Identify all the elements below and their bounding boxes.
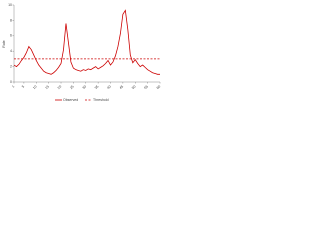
x-tick-label: 35 bbox=[94, 85, 100, 91]
series-line bbox=[13, 9, 160, 75]
x-tick-label: 1 bbox=[11, 84, 15, 88]
x-tick-label: 40 bbox=[106, 85, 112, 91]
x-tick-label: 55 bbox=[143, 85, 149, 91]
y-tick-label: 0 bbox=[10, 80, 12, 84]
y-axis-label: Rate bbox=[2, 40, 6, 47]
x-tick-label: 5 bbox=[21, 84, 25, 88]
x-tick-label: 10 bbox=[32, 85, 38, 91]
x-tick-label: 20 bbox=[57, 85, 63, 91]
x-tick-label: 45 bbox=[119, 85, 125, 91]
x-tick-label: 50 bbox=[131, 85, 137, 91]
legend-label: Threshold bbox=[93, 98, 109, 102]
y-tick-label: 10 bbox=[8, 3, 12, 7]
y-tick-label: 8 bbox=[10, 18, 12, 22]
x-tick-label: 15 bbox=[44, 85, 50, 91]
y-tick-label: 4 bbox=[10, 49, 12, 53]
x-tick-label: 60 bbox=[156, 85, 162, 91]
y-tick-label: 6 bbox=[10, 34, 12, 38]
y-tick-label: 2 bbox=[10, 65, 12, 69]
legend-label: Observed bbox=[63, 98, 78, 102]
x-tick-label: 25 bbox=[69, 85, 75, 91]
x-tick-label: 30 bbox=[82, 85, 88, 91]
